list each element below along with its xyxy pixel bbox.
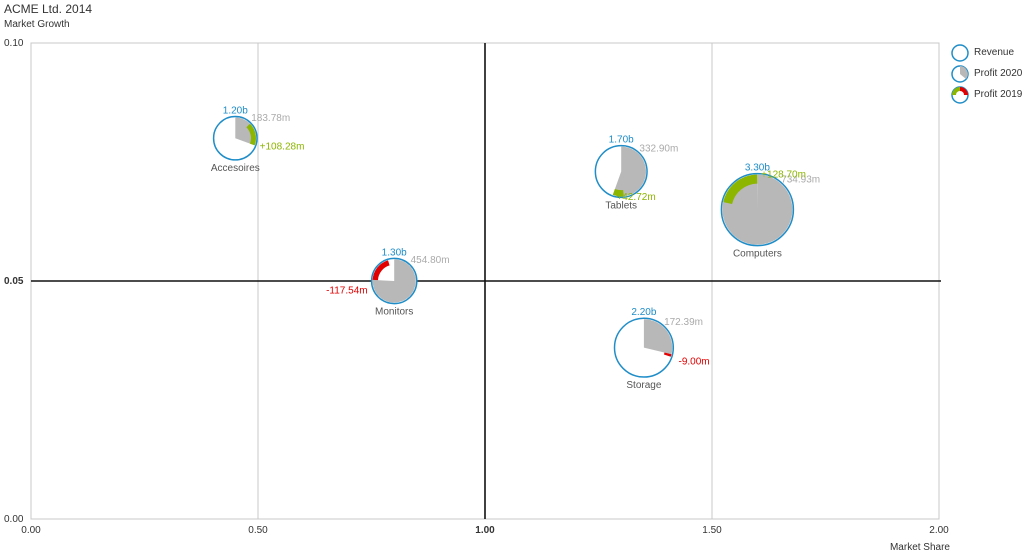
category-label: Computers [733,249,782,260]
legend-item-revenue[interactable]: Revenue [950,42,1022,63]
delta-label: +108.28m [260,142,305,153]
y-tick-label: 0.00 [4,514,24,525]
delta-band [663,352,672,357]
x-tick-label: 0.50 [248,525,268,536]
profit-wedge [372,259,416,303]
profit-2020-legend-icon [951,64,969,83]
profit-label: 332.90m [639,143,678,154]
category-label: Accesoires [211,163,260,174]
profit-wedge [643,319,673,355]
legend-item-profit-2020[interactable]: Profit 2020 [950,63,1022,84]
delta-band [723,174,758,205]
x-tick-label: 0.00 [21,525,41,536]
x-tick-label: 1.00 [475,525,495,536]
revenue-label: 1.30b [382,247,407,258]
x-tick-label: 1.50 [702,525,722,536]
category-label: Storage [626,380,661,391]
delta-label: +128.70m [761,170,806,181]
profit-label: 734.93m [781,174,820,185]
chart-title: ACME Ltd. 2014 [4,2,93,16]
revenue-legend-icon [951,43,969,62]
delta-label: -117.54m [326,285,368,296]
legend-label-profit-2019: Profit 2019 [974,89,1023,100]
legend-label-profit-2020: Profit 2020 [974,68,1023,79]
delta-label: +42.72m [616,192,655,203]
profit-2019-legend-icon [951,85,969,104]
y-tick-label: 0.05 [4,276,24,287]
legend-label-revenue: Revenue [974,47,1015,58]
y-axis-label: Market Growth [4,19,70,30]
revenue-label: 3.30b [745,163,770,174]
y-tick-label: 0.10 [4,38,24,49]
legend: Revenue Profit 2020 Profit 2019 [950,42,1022,105]
delta-label: -9.00m [678,356,709,367]
delta-band [612,189,624,197]
profit-label: 172.39m [664,317,703,328]
profit-label: 454.80m [411,255,450,266]
revenue-label: 2.20b [631,307,656,318]
legend-item-profit-2019[interactable]: Profit 2019 [950,84,1022,105]
category-label: Monitors [375,307,413,318]
profit-label: 183.78m [251,113,290,124]
profit-wedge [722,174,793,245]
category-label: Tablets [605,200,637,211]
profit-wedge [612,146,647,197]
profit-wedge [235,117,257,146]
delta-band [372,260,390,281]
revenue-label: 1.70b [609,135,634,146]
revenue-label: 1.20b [223,105,248,116]
delta-band [246,123,257,146]
x-axis-label: Market Share [889,542,950,553]
x-tick-label: 2.00 [929,525,949,536]
